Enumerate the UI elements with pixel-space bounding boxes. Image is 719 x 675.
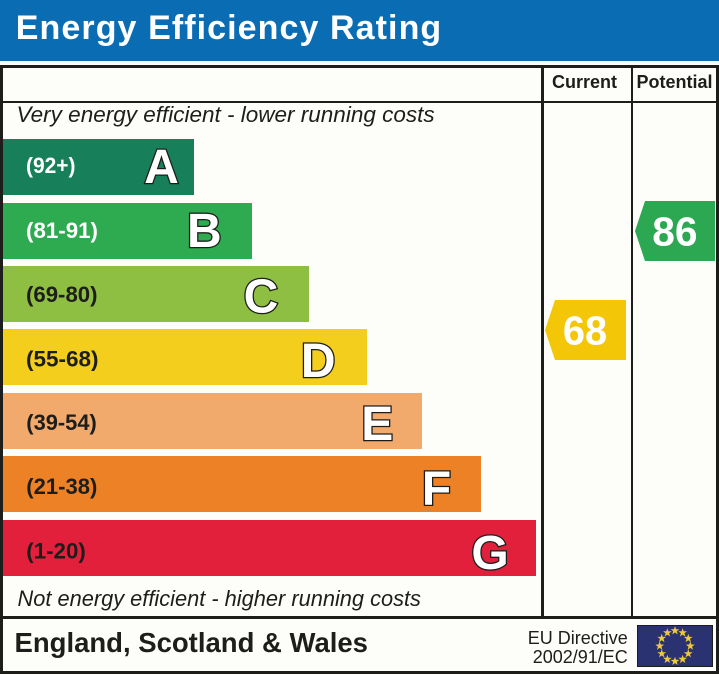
- svg-text:(92+): (92+): [26, 153, 76, 178]
- svg-text:D: D: [301, 335, 336, 388]
- svg-text:B: B: [187, 205, 222, 258]
- svg-text:G: G: [471, 527, 508, 580]
- svg-text:68: 68: [563, 308, 607, 354]
- svg-text:(81-91): (81-91): [26, 218, 98, 243]
- svg-text:(21-38): (21-38): [26, 474, 97, 499]
- svg-text:(39-54): (39-54): [26, 410, 97, 435]
- svg-text:A: A: [144, 141, 179, 194]
- svg-text:C: C: [244, 270, 279, 323]
- svg-text:(1-20): (1-20): [26, 538, 86, 563]
- svg-text:F: F: [422, 463, 451, 516]
- svg-text:(55-68): (55-68): [26, 347, 99, 372]
- svg-text:E: E: [361, 398, 393, 451]
- svg-text:(69-80): (69-80): [26, 282, 98, 307]
- svg-text:86: 86: [652, 209, 697, 255]
